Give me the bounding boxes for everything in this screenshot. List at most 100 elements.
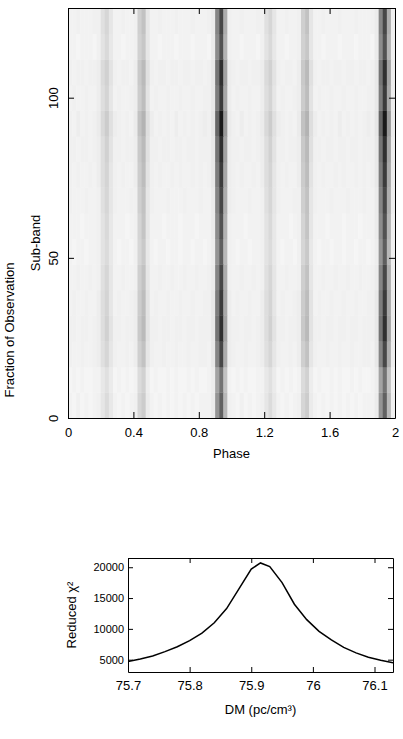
cell: [219, 59, 223, 85]
cell: [162, 213, 166, 239]
cell: [297, 8, 301, 34]
cell: [101, 162, 105, 188]
tick-label: 1.2: [256, 425, 274, 440]
cell: [166, 34, 170, 60]
cell: [170, 316, 174, 342]
cell: [358, 239, 362, 265]
cell: [223, 85, 227, 111]
cell: [211, 392, 215, 418]
cell: [174, 367, 178, 393]
cell: [84, 239, 88, 265]
cell: [387, 367, 391, 393]
cell: [117, 136, 121, 162]
cell: [178, 367, 182, 393]
cell: [178, 162, 182, 188]
cell: [326, 8, 330, 34]
cell: [174, 290, 178, 316]
tick-label: 2: [392, 425, 399, 440]
cell: [88, 136, 92, 162]
cell: [154, 8, 158, 34]
cell: [326, 341, 330, 367]
cell: [346, 85, 350, 111]
cell: [219, 341, 223, 367]
cell: [285, 85, 289, 111]
cell: [297, 264, 301, 290]
cell: [178, 85, 182, 111]
cell: [211, 264, 215, 290]
tick-mark: [251, 667, 252, 672]
cell: [88, 8, 92, 34]
cell: [76, 341, 80, 367]
cell: [137, 59, 141, 85]
cell: [256, 59, 260, 85]
cell: [293, 290, 297, 316]
cell: [101, 8, 105, 34]
cell: [248, 85, 252, 111]
cell: [362, 34, 366, 60]
cell: [150, 316, 154, 342]
cell: [252, 187, 256, 213]
cell: [199, 85, 203, 111]
cell: [158, 392, 162, 418]
cell: [252, 162, 256, 188]
cell: [195, 213, 199, 239]
cell: [129, 187, 133, 213]
cell: [309, 341, 313, 367]
cell: [272, 239, 276, 265]
cell: [146, 264, 150, 290]
cell: [154, 264, 158, 290]
cell: [137, 85, 141, 111]
cell: [113, 341, 117, 367]
tick: [251, 558, 252, 563]
cell: [125, 136, 129, 162]
tick-mark: [389, 98, 395, 99]
cell: [137, 34, 141, 60]
cell: [268, 392, 272, 418]
cell: [113, 290, 117, 316]
cell: [113, 34, 117, 60]
cell: [232, 341, 236, 367]
cell: [223, 290, 227, 316]
cell: [133, 392, 137, 418]
cell: [281, 213, 285, 239]
cell: [338, 162, 342, 188]
cell: [195, 162, 199, 188]
cell: [285, 367, 289, 393]
cell: [150, 264, 154, 290]
cell: [84, 392, 88, 418]
axis-line: [128, 559, 129, 673]
cell: [129, 59, 133, 85]
cell: [162, 85, 166, 111]
cell: [379, 136, 383, 162]
cell: [137, 8, 141, 34]
cell: [84, 34, 88, 60]
side-label: Fraction of Observation: [2, 262, 17, 397]
cell: [346, 392, 350, 418]
tick: [389, 418, 395, 419]
cell: [219, 162, 223, 188]
cell: [293, 239, 297, 265]
cell: [350, 392, 354, 418]
cell: [219, 392, 223, 418]
cell: [101, 341, 105, 367]
cell: [354, 136, 358, 162]
cell: [170, 111, 174, 137]
cell: [317, 367, 321, 393]
cell: [166, 392, 170, 418]
cell: [244, 290, 248, 316]
cell: [129, 136, 133, 162]
cell: [350, 162, 354, 188]
cell: [72, 341, 76, 367]
cell: [101, 290, 105, 316]
cell: [350, 367, 354, 393]
tick: [375, 558, 376, 563]
cell: [207, 264, 211, 290]
cell: [117, 59, 121, 85]
cell: [232, 213, 236, 239]
cell: [211, 59, 215, 85]
cell: [162, 187, 166, 213]
cell: [358, 264, 362, 290]
cell: [187, 239, 191, 265]
cell: [166, 187, 170, 213]
cell: [313, 341, 317, 367]
